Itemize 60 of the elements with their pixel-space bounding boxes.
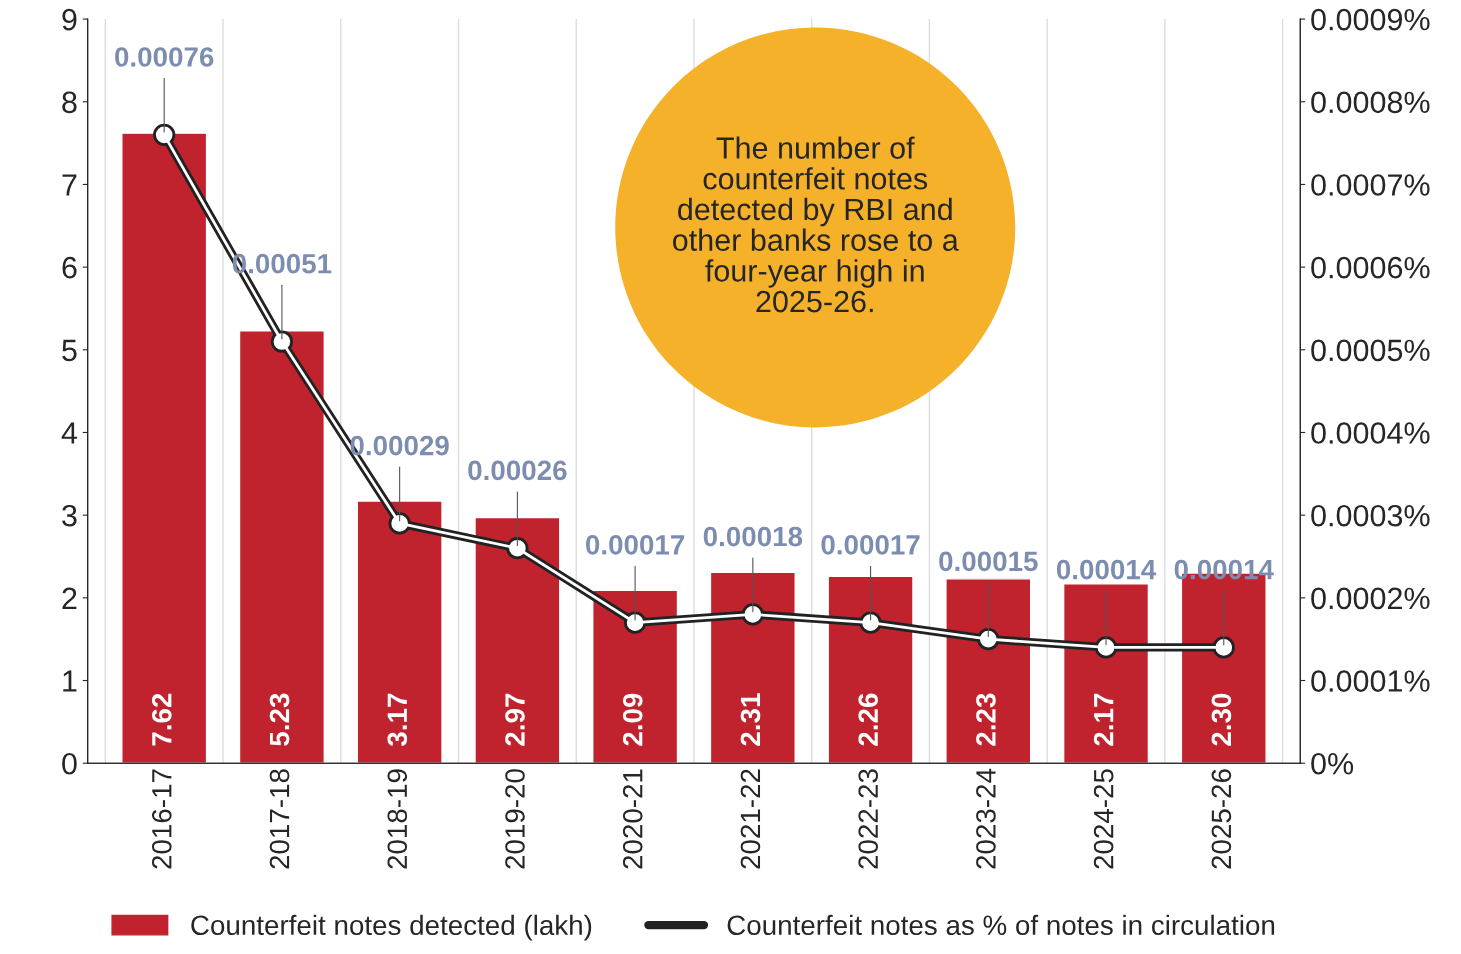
x-tick-label: 2017-18 bbox=[269, 769, 290, 869]
data-label: 0.00017 bbox=[821, 534, 920, 555]
x-tick-label: 2022-23 bbox=[858, 769, 879, 869]
legend-label: Counterfeit notes as % of notes in circulation bbox=[727, 914, 1275, 936]
bar bbox=[474, 516, 561, 764]
bar bbox=[1062, 583, 1150, 764]
y-tick-label: 1 bbox=[63, 670, 77, 692]
bar bbox=[592, 589, 679, 764]
y-tick-label: 2 bbox=[62, 587, 77, 609]
x-tick-label: 2018-19 bbox=[387, 769, 408, 869]
data-label: 2.30 bbox=[1211, 693, 1232, 746]
y2-tick-label: 0.0002% bbox=[1311, 587, 1430, 610]
y2-tick-label: 0.0004% bbox=[1311, 422, 1430, 444]
y2-tick-label: 0.0006% bbox=[1311, 256, 1430, 279]
y-tick-label: 0 bbox=[62, 752, 77, 775]
data-label: 2.31 bbox=[740, 693, 761, 746]
y-tick-label: 6 bbox=[62, 256, 77, 279]
data-label: 0.00076 bbox=[115, 47, 214, 67]
point bbox=[153, 123, 176, 146]
data-label: 2.23 bbox=[976, 693, 996, 746]
y-tick-label: 9 bbox=[62, 8, 77, 31]
data-label: 0.00017 bbox=[586, 534, 685, 555]
bar bbox=[238, 330, 325, 764]
y2-tick-label: 0% bbox=[1311, 752, 1354, 775]
legend-label: Counterfeit notes detected (lakh) bbox=[191, 914, 592, 941]
y2-tick-label: 0.0007% bbox=[1311, 174, 1430, 196]
x-tick-label: 2025-26 bbox=[1211, 769, 1232, 869]
bar bbox=[945, 578, 1032, 764]
y-tick-label: 7 bbox=[62, 174, 77, 196]
y-tick-label: 3 bbox=[62, 504, 77, 527]
data-label: 2.26 bbox=[858, 693, 879, 746]
x-tick-label: 2016-17 bbox=[151, 769, 172, 869]
y2-tick-label: 0.0001% bbox=[1311, 670, 1430, 692]
x-tick-label: 2021-22 bbox=[740, 769, 761, 869]
data-label: 0.00018 bbox=[703, 526, 803, 547]
data-label: 7.62 bbox=[151, 693, 172, 746]
y-tick-label: 8 bbox=[62, 91, 77, 114]
y-tick-label: 5 bbox=[62, 339, 77, 362]
bar bbox=[827, 575, 914, 764]
y2-tick-label: 0.0005% bbox=[1311, 339, 1430, 362]
x-tick-label: 2024-25 bbox=[1093, 769, 1114, 869]
bar bbox=[356, 500, 443, 764]
y-tick-label: 4 bbox=[61, 422, 78, 444]
data-label: 2.17 bbox=[1093, 693, 1114, 746]
y2-tick-label: 0.0008% bbox=[1311, 91, 1430, 114]
data-label: 0.00026 bbox=[468, 460, 567, 481]
x-tick-label: 2020-21 bbox=[622, 769, 643, 869]
x-tick-label: 2023-24 bbox=[976, 768, 996, 869]
bar bbox=[709, 571, 796, 764]
data-label: 0.00014 bbox=[1056, 559, 1157, 580]
data-label: 0.00015 bbox=[939, 551, 1038, 572]
y2-tick-label: 0.0003% bbox=[1311, 504, 1430, 527]
y2-tick-label: 0.0009% bbox=[1311, 8, 1430, 31]
x-tick-label: 2019-20 bbox=[505, 769, 525, 869]
data-label: 2.97 bbox=[505, 693, 525, 746]
data-label: 5.23 bbox=[269, 693, 290, 746]
data-label: 3.17 bbox=[387, 693, 408, 747]
point bbox=[1212, 636, 1235, 659]
data-label: 2.09 bbox=[622, 693, 643, 746]
annotation: The number of counterfeit notes detected by RBI and other banks rose to a four-year high in 2025-26. bbox=[673, 136, 959, 313]
